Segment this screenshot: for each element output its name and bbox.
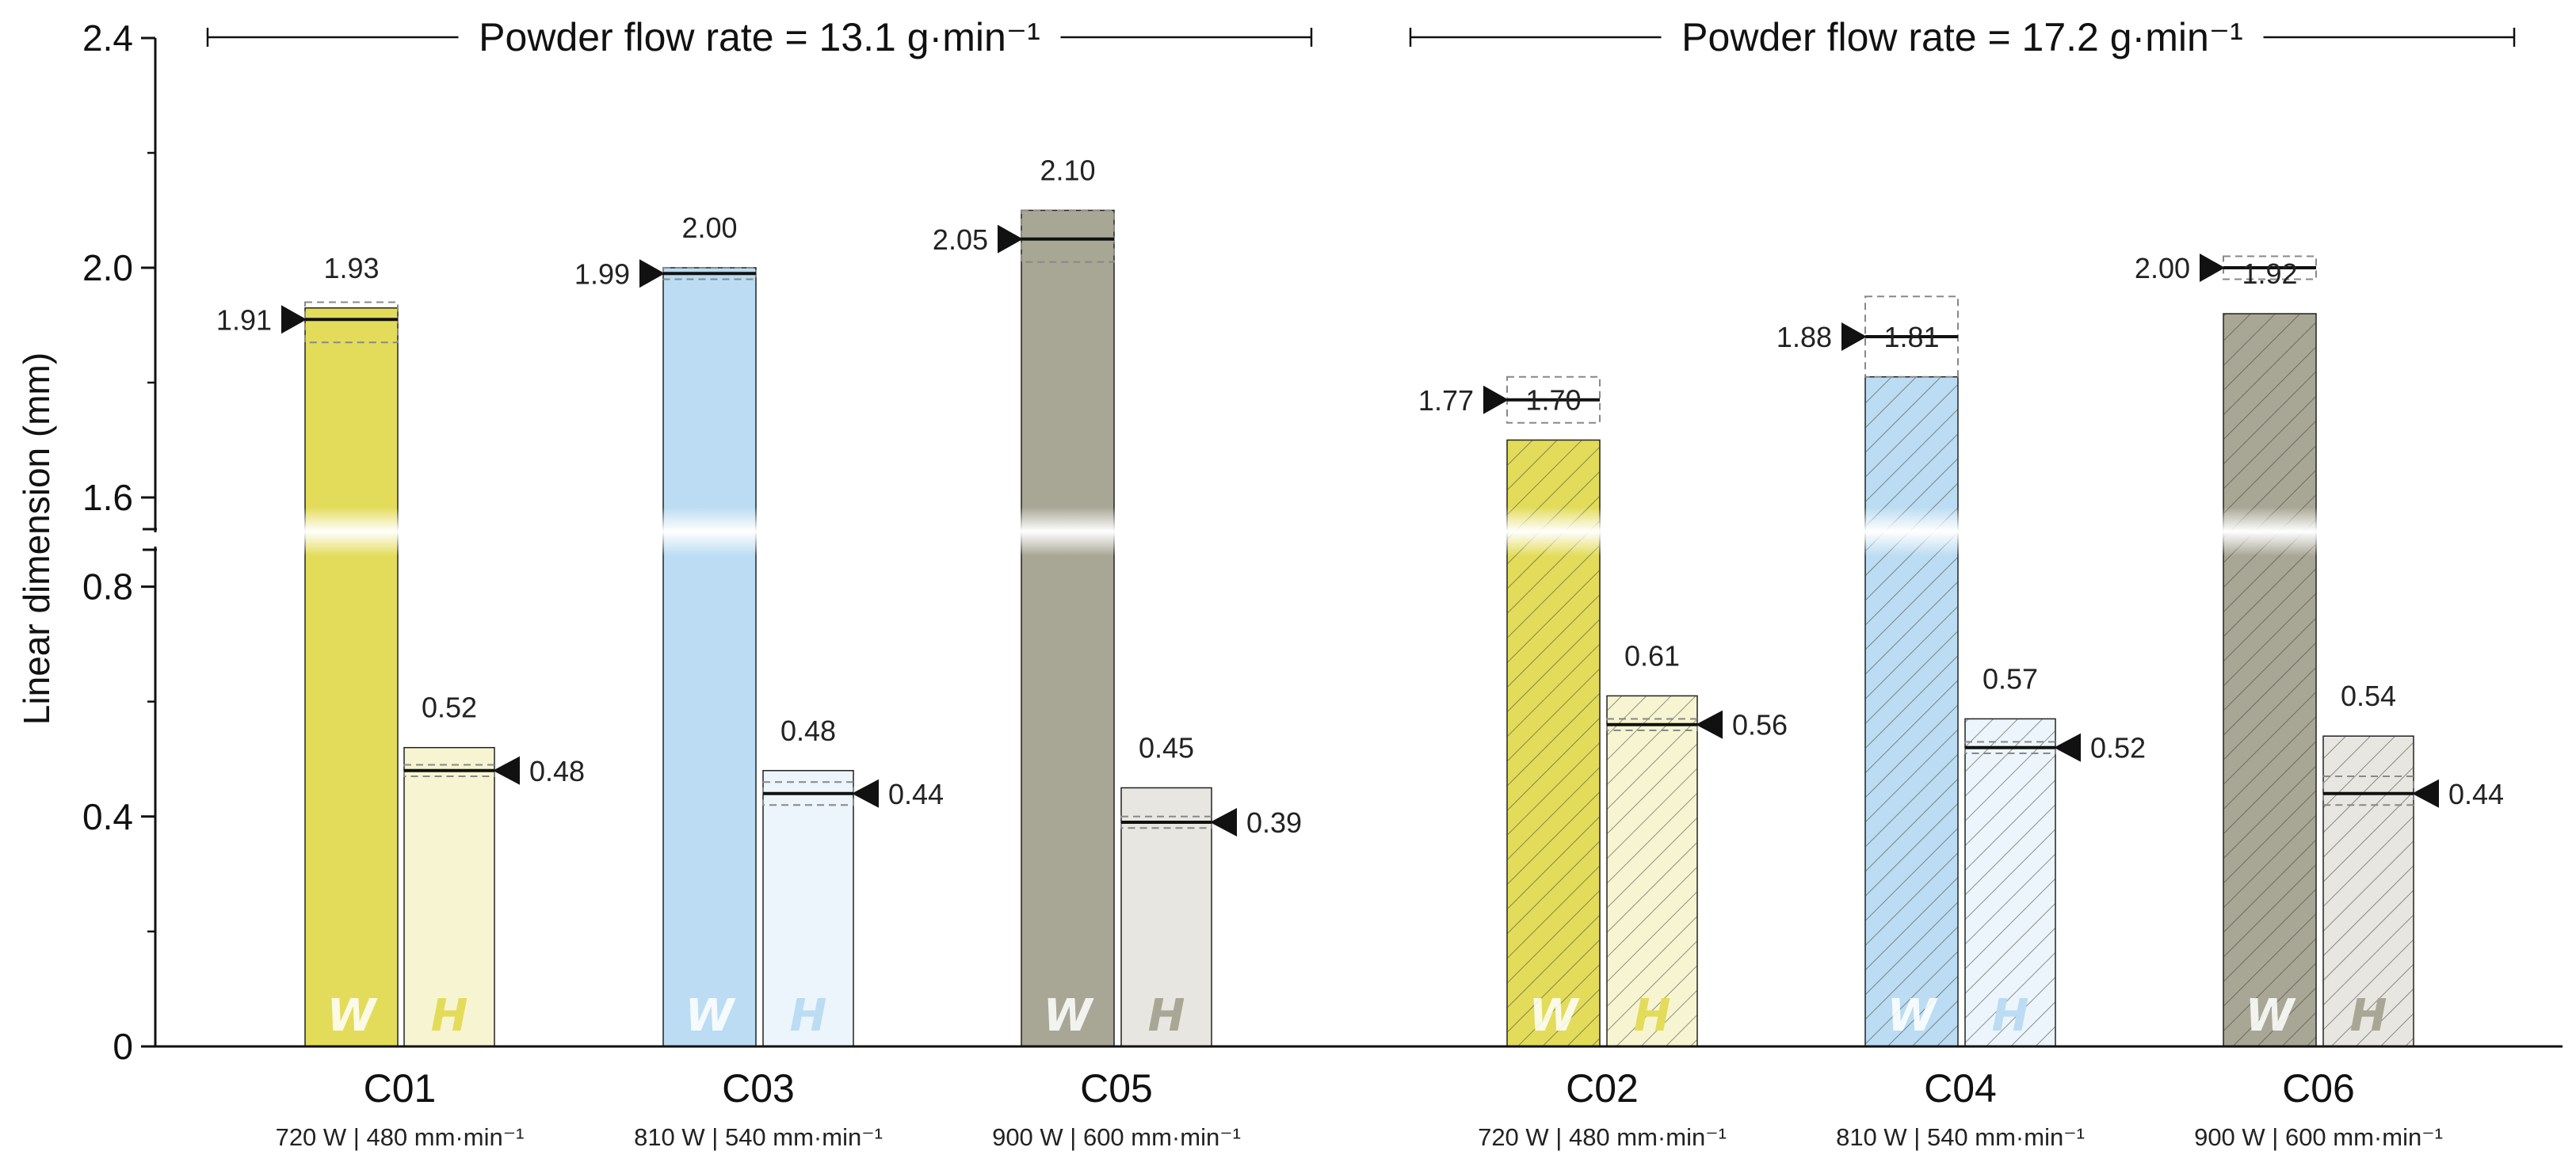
measured-marker-c03-h	[852, 779, 879, 808]
bar-letter-c03-w: W	[685, 990, 737, 1042]
measured-marker-c01-w	[281, 305, 307, 334]
bar-letter-c01-h: H	[431, 990, 468, 1042]
bar-label-c02-w: 1.70	[1525, 384, 1581, 417]
category-params-c06: 900 W | 600 mm·min⁻¹	[2194, 1123, 2443, 1151]
measured-label-c04-h: 0.52	[2090, 732, 2146, 764]
bar-label-c05-w: 2.10	[1040, 154, 1095, 187]
y-axis-title: Linear dimension (mm)	[16, 353, 57, 725]
y-tick-label: 1.6	[82, 477, 133, 518]
bar-label-c05-h: 0.45	[1139, 732, 1194, 764]
bar-letter-c02-w: W	[1529, 990, 1581, 1042]
category-params-c03: 810 W | 540 mm·min⁻¹	[634, 1123, 883, 1151]
category-label-c04: C04	[1924, 1066, 1997, 1111]
measured-label-c01-w: 1.91	[216, 303, 272, 336]
range-box-c05-w	[1021, 209, 1115, 263]
range-box-c01-w	[304, 301, 399, 344]
bar-c06-h-hatch	[2323, 736, 2414, 1046]
bar-c04-h-hatch	[1965, 718, 2055, 1046]
measured-marker-c04-h	[2054, 733, 2081, 762]
measured-label-c02-w: 1.77	[1418, 384, 1474, 417]
marks-layer	[281, 209, 2439, 837]
measured-marker-c05-h	[1210, 808, 1237, 837]
bar-letter-c05-w: W	[1044, 990, 1095, 1042]
group-label-2: Powder flow rate = 17.2 g·min⁻¹	[1681, 15, 2243, 59]
measured-label-c06-h: 0.44	[2448, 778, 2504, 810]
bar-letter-c01-w: W	[327, 990, 379, 1042]
measured-marker-c06-h	[2412, 779, 2439, 808]
bar-letter-c04-w: W	[1887, 990, 1939, 1042]
category-label-c01: C01	[364, 1066, 437, 1111]
bar-letter-c06-h: H	[2350, 990, 2387, 1042]
axis-layer	[141, 28, 2563, 1048]
bar-letter-c02-h: H	[1634, 990, 1671, 1042]
measured-marker-c03-w	[639, 259, 665, 288]
bar-label-c01-h: 0.52	[422, 692, 477, 724]
bar-c04-w-hatch	[1865, 376, 1958, 1046]
measured-label-c03-h: 0.44	[888, 778, 944, 810]
measured-label-c02-h: 0.56	[1732, 709, 1788, 741]
bar-c03-h	[762, 770, 854, 1047]
bar-label-c03-w: 2.00	[681, 212, 737, 244]
axis-break-band	[157, 507, 2564, 556]
y-tick-label: 0	[113, 1026, 133, 1067]
bar-label-c06-w: 1.92	[2242, 257, 2297, 290]
bar-letter-c06-w: W	[2246, 990, 2297, 1042]
bar-label-c04-h: 0.57	[1983, 662, 2038, 695]
category-params-c05: 900 W | 600 mm·min⁻¹	[992, 1123, 1241, 1151]
bar-c01-w	[304, 307, 399, 1047]
bar-c06-w-hatch	[2223, 314, 2316, 1046]
measured-label-c06-w: 2.00	[2135, 252, 2190, 284]
bar-label-c04-w: 1.81	[1883, 321, 1939, 353]
measured-marker-c05-w	[998, 224, 1023, 253]
measured-marker-c04-w	[1841, 322, 1867, 351]
category-label-c05: C05	[1080, 1066, 1153, 1111]
bar-letter-c03-h: H	[790, 990, 827, 1042]
y-tick-label: 2.4	[82, 17, 133, 59]
measured-marker-c06-w	[2200, 253, 2225, 282]
bar-letter-c05-h: H	[1148, 990, 1185, 1042]
bar-c01-h	[403, 746, 495, 1047]
category-label-c03: C03	[722, 1066, 795, 1111]
measured-marker-c01-h	[493, 756, 520, 785]
category-params-c04: 810 W | 540 mm·min⁻¹	[1836, 1123, 2085, 1151]
category-label-c06: C06	[2282, 1066, 2355, 1111]
measured-label-c05-h: 0.39	[1246, 806, 1302, 839]
measured-marker-c02-w	[1483, 385, 1509, 414]
bar-label-c02-h: 0.61	[1624, 639, 1680, 672]
bar-c03-w	[662, 267, 757, 1047]
category-label-c02: C02	[1566, 1066, 1639, 1111]
bar-c05-h	[1120, 787, 1212, 1047]
bar-c05-w	[1021, 209, 1115, 1047]
bars-layer	[304, 209, 2414, 1047]
measured-label-c05-w: 2.05	[933, 223, 988, 256]
measured-marker-c02-h	[1696, 710, 1723, 739]
axis-break-layer	[157, 507, 2564, 556]
bar-label-c01-w: 1.93	[323, 252, 379, 284]
category-params-c01: 720 W | 480 mm·min⁻¹	[276, 1123, 525, 1151]
bar-label-c06-h: 0.54	[2341, 680, 2396, 712]
measured-label-c01-h: 0.48	[529, 755, 585, 787]
measured-label-c04-w: 1.88	[1776, 321, 1832, 353]
bar-letter-c04-h: H	[1992, 990, 2029, 1042]
group-label-1: Powder flow rate = 13.1 g·min⁻¹	[479, 15, 1040, 59]
category-params-c02: 720 W | 480 mm·min⁻¹	[1478, 1123, 1727, 1151]
y-tick-label: 0.8	[82, 566, 133, 608]
bar-c02-h-hatch	[1607, 696, 1697, 1046]
y-tick-label: 0.4	[82, 796, 133, 837]
y-tick-label: 2.0	[82, 247, 133, 288]
measured-label-c03-w: 1.99	[574, 257, 630, 290]
bar-label-c03-h: 0.48	[780, 715, 836, 747]
